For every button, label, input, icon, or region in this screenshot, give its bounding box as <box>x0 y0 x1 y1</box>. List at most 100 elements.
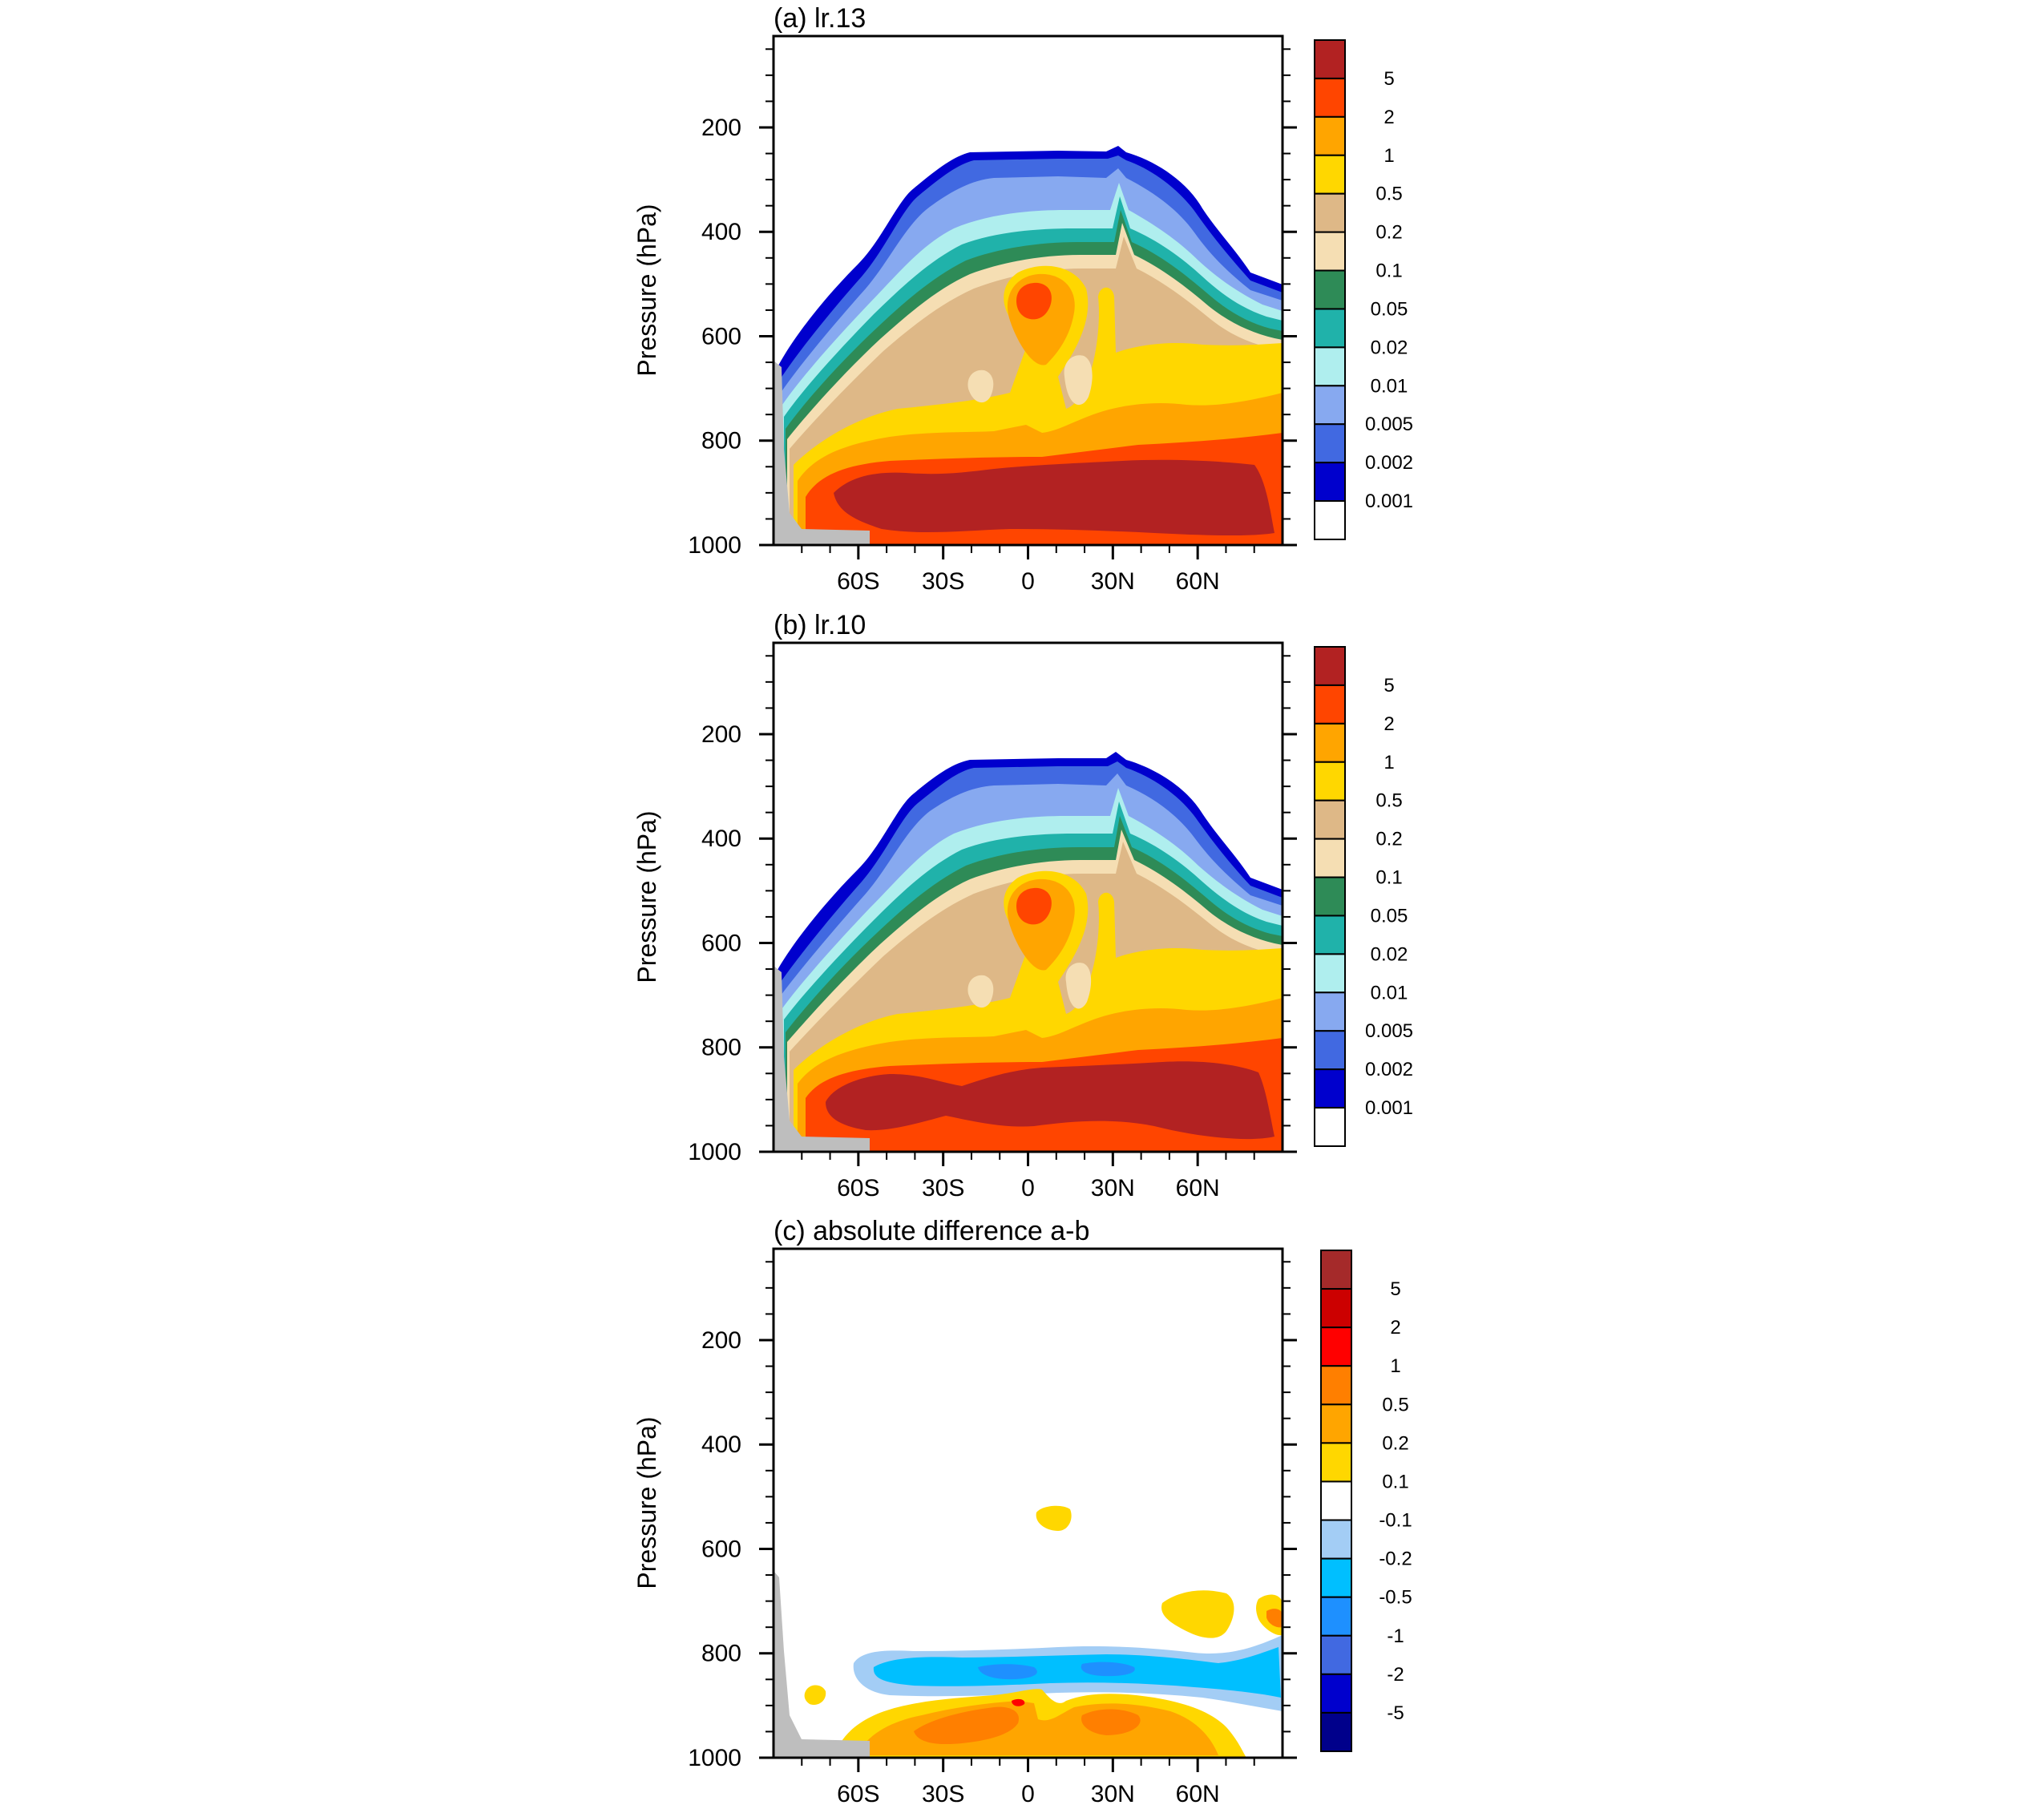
x-tick-label: 60N <box>1176 568 1220 595</box>
colorbar-label: 0.1 <box>1375 260 1402 282</box>
colorbar-label: -5 <box>1387 1702 1404 1724</box>
colorbar-label: 0.001 <box>1365 1097 1413 1119</box>
y-tick-label: 1000 <box>688 1139 741 1165</box>
colorbar-label: -0.2 <box>1379 1549 1412 1570</box>
contour-pos-1-b <box>1081 1709 1141 1735</box>
orography-mask <box>774 1571 870 1758</box>
colorbar-box <box>1314 115 1346 156</box>
colorbar-box <box>1320 1711 1352 1753</box>
colorbar-label: 0.2 <box>1382 1432 1408 1454</box>
colorbar-box <box>1314 953 1346 994</box>
colorbar-label: 0.002 <box>1365 1059 1413 1080</box>
colorbar-label: 0.02 <box>1371 943 1408 965</box>
colorbar-box <box>1314 77 1346 118</box>
colorbar-label: 0.05 <box>1371 905 1408 927</box>
colorbar-box <box>1314 991 1346 1032</box>
colorbar-box <box>1314 876 1346 917</box>
contour-neg-0.5 <box>873 1647 1281 1698</box>
panel-b-ylabel: Pressure (hPa) <box>632 810 661 983</box>
contour-pos-1 <box>914 1706 1019 1745</box>
colorbar-label: 0.01 <box>1371 982 1408 1003</box>
x-tick-label: 0 <box>1021 1175 1035 1201</box>
y-tick-label: 600 <box>701 1536 741 1562</box>
x-tick-label: 60S <box>837 568 879 595</box>
colorbar-label: 2 <box>1384 713 1394 735</box>
colorbar-box <box>1314 231 1346 272</box>
y-tick-label: 800 <box>701 1035 741 1061</box>
colorbar-box <box>1314 799 1346 840</box>
colorbar-label: 0.5 <box>1375 184 1402 205</box>
colorbar-label: 0.001 <box>1365 491 1413 512</box>
colorbar-label: 5 <box>1384 68 1394 90</box>
colorbar-label: 1 <box>1390 1355 1400 1377</box>
colorbar-label: 0.005 <box>1365 1020 1413 1042</box>
panel-c-ticks: 200 400 600 800 1000 60S 30S 0 30N 60N <box>688 1261 1297 1805</box>
colorbar-box <box>1314 500 1346 540</box>
x-tick-label: 30S <box>922 1175 964 1201</box>
panel-a-ticks: 200 400 600 800 1000 60S 30S 0 30N 60N <box>688 48 1297 595</box>
contour-neg-1-b <box>1081 1662 1135 1677</box>
y-tick-label: 1000 <box>688 1745 741 1771</box>
contour-2-upper <box>1016 887 1052 925</box>
y-tick-label: 600 <box>701 323 741 349</box>
colorbar-box <box>1320 1326 1352 1367</box>
x-tick-label: 30S <box>922 568 964 595</box>
panel-c-contours <box>774 1505 1283 1758</box>
x-tick-label: 0 <box>1021 568 1035 595</box>
colorbar-box <box>1320 1634 1352 1675</box>
contour-2-upper <box>1016 282 1052 320</box>
colorbar-label: 0.5 <box>1375 790 1402 812</box>
y-tick-label: 400 <box>701 1431 741 1458</box>
colorbar-box <box>1314 308 1346 349</box>
contour-0.1-blob-1 <box>967 975 994 1008</box>
colorbar-box <box>1314 761 1346 802</box>
y-tick-label: 200 <box>701 1327 741 1354</box>
colorbar-label: 5 <box>1384 675 1394 697</box>
x-tick-label: 30N <box>1091 568 1135 595</box>
x-tick-label: 30S <box>922 1781 964 1805</box>
colorbar-box <box>1320 1442 1352 1483</box>
colorbar-box <box>1320 1480 1352 1521</box>
colorbar-label: 0.1 <box>1382 1471 1408 1492</box>
x-tick-label: 0 <box>1021 1781 1035 1805</box>
colorbar-box <box>1320 1557 1352 1598</box>
panel-c-ylabel: Pressure (hPa) <box>632 1416 661 1589</box>
y-tick-label: 400 <box>701 219 741 245</box>
y-tick-label: 600 <box>701 930 741 956</box>
contour-neg-1 <box>978 1664 1037 1680</box>
colorbar-box <box>1314 423 1346 464</box>
colorbar-box <box>1314 462 1346 503</box>
orography-mask <box>774 361 870 545</box>
colorbar-label: 1 <box>1384 752 1394 773</box>
colorbar-box <box>1314 346 1346 387</box>
colorbar-label: 0.05 <box>1371 298 1408 320</box>
colorbar-box <box>1314 192 1346 233</box>
colorbar-box <box>1320 1250 1352 1290</box>
colorbar-box <box>1320 1596 1352 1637</box>
x-tick-label: 60S <box>837 1175 879 1201</box>
y-tick-label: 800 <box>701 1641 741 1667</box>
colorbar-label: 1 <box>1384 145 1394 167</box>
y-tick-label: 800 <box>701 428 741 454</box>
x-tick-label: 60N <box>1176 1781 1220 1805</box>
colorbar-label: 2 <box>1384 107 1394 128</box>
contour-pos-right-3 <box>1266 1609 1283 1628</box>
panel-a-title: (a) lr.13 <box>774 3 866 34</box>
contour-0.1-blob-2 <box>1065 963 1092 1009</box>
y-tick-label: 400 <box>701 826 741 852</box>
colorbar-box <box>1320 1288 1352 1329</box>
colorbar-label: 0.01 <box>1371 375 1408 397</box>
panel-a-ylabel: Pressure (hPa) <box>632 204 661 376</box>
colorbar-label: 0.2 <box>1375 829 1402 850</box>
colorbar-label: 0.2 <box>1375 222 1402 244</box>
panel-c: (c) absolute difference a-b 200 400 600 800… <box>632 1216 1412 1805</box>
contour-5 <box>834 459 1274 536</box>
panel-b-title: (b) lr.10 <box>774 610 866 640</box>
panel-b-ticks: 200 400 600 800 1000 60S 30S 0 30N 60N <box>688 655 1297 1201</box>
colorbar-label: -1 <box>1387 1625 1404 1647</box>
contour-pos-mid-blob <box>1036 1505 1072 1531</box>
panel-c-colorbar: 5 2 1 0.5 0.2 0.1 -0.1 -0.2 -0.5 -1 -2 -5 <box>1320 1250 1412 1753</box>
